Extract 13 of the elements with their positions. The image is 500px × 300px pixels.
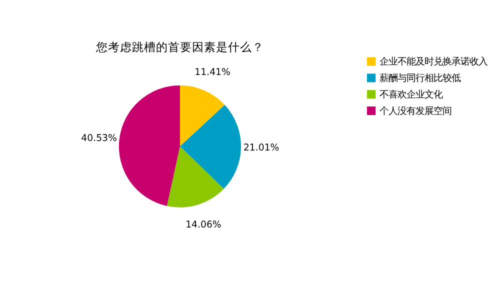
data-label: 40.53% — [81, 132, 118, 144]
legend-label: 不喜欢企业文化 — [380, 89, 442, 100]
legend-label: 薪酬与同行相比较低 — [380, 73, 460, 84]
pie-slice — [180, 104, 241, 189]
data-label: 21.01% — [243, 142, 280, 154]
pie-slice — [180, 85, 225, 146]
legend-label: 企业不能及时兑换承诺收入 — [380, 56, 488, 68]
legend-label: 个人没有发展空间 — [380, 106, 452, 117]
chart-title: 您考虑跳槽的首要因素是什么？ — [94, 40, 264, 54]
data-label: 11.41% — [194, 66, 231, 78]
data-label: 14.06% — [186, 219, 222, 230]
pie-slice — [166, 146, 224, 208]
pie-slice — [118, 85, 180, 206]
